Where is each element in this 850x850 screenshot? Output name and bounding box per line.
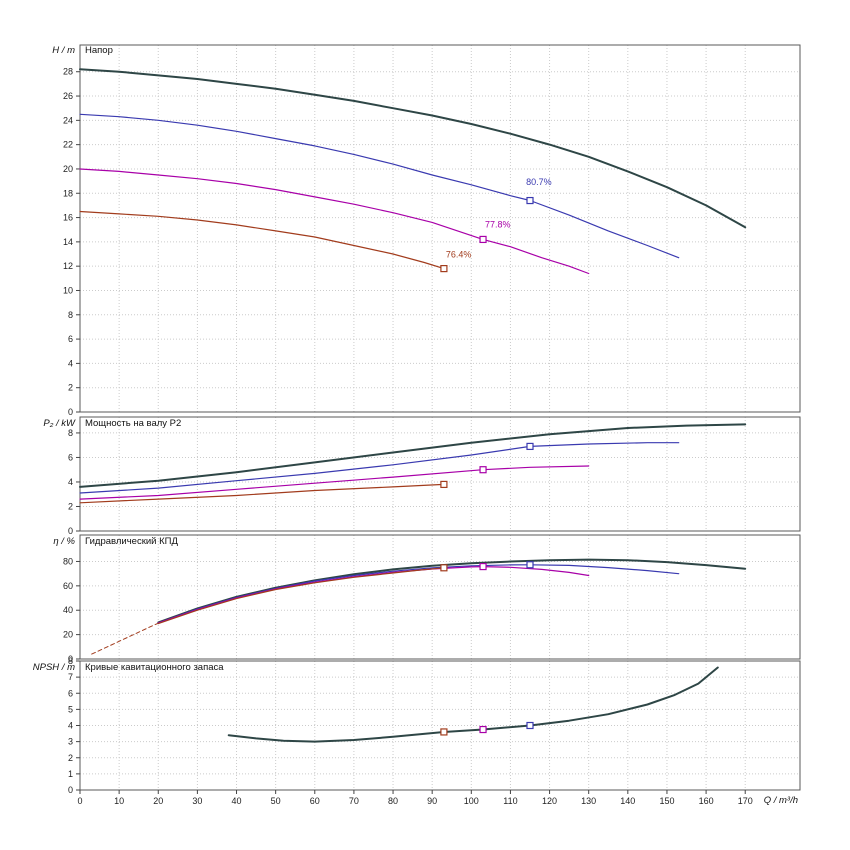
x-tick-label: 140 xyxy=(620,796,635,806)
panel-title-power: Мощность на валу P2 xyxy=(85,418,181,429)
x-tick-label: 100 xyxy=(464,796,479,806)
y-tick-label: 6 xyxy=(68,688,73,698)
y-tick-label: 0 xyxy=(68,654,73,664)
y-tick-label: 2 xyxy=(68,383,73,393)
curve-eff-speed-4 xyxy=(157,567,445,625)
curve-head-speed-2 xyxy=(79,113,680,259)
efficiency-label: 76.4% xyxy=(446,250,472,260)
duty-point-marker[interactable] xyxy=(526,196,534,205)
y-tick-label: 20 xyxy=(63,630,73,640)
y-tick-label: 8 xyxy=(68,310,73,320)
y-tick-label: 14 xyxy=(63,237,73,247)
x-tick-label: 30 xyxy=(192,796,202,806)
duty-point-marker[interactable] xyxy=(479,725,487,734)
x-tick-label: 170 xyxy=(738,796,753,806)
y-tick-label: 8 xyxy=(68,428,73,438)
x-tick-label: 0 xyxy=(77,796,82,806)
x-tick-label: 120 xyxy=(542,796,557,806)
x-tick-label: 130 xyxy=(581,796,596,806)
y-tick-label: 28 xyxy=(63,67,73,77)
curve-head-speed-1 xyxy=(79,68,747,229)
curve-npsh-curve xyxy=(227,666,719,743)
efficiency-label: 77.8% xyxy=(485,219,511,229)
y-tick-label: 5 xyxy=(68,704,73,714)
x-axis-label: Q / m³/h xyxy=(764,795,798,806)
y-tick-label: 6 xyxy=(68,452,73,462)
duty-point-marker[interactable] xyxy=(526,721,534,730)
duty-point-marker[interactable] xyxy=(440,480,448,489)
curve-power-speed-4 xyxy=(79,483,445,504)
y-tick-label: 3 xyxy=(68,737,73,747)
x-tick-label: 50 xyxy=(271,796,281,806)
y-tick-label: 20 xyxy=(63,164,73,174)
x-tick-label: 60 xyxy=(310,796,320,806)
y-tick-label: 80 xyxy=(63,556,73,566)
y-tick-label: 2 xyxy=(68,753,73,763)
y-axis-label-efficiency: η / % xyxy=(53,536,75,547)
duty-point-marker[interactable] xyxy=(479,235,487,244)
x-tick-label: 20 xyxy=(153,796,163,806)
duty-point-marker[interactable] xyxy=(479,562,487,571)
y-tick-label: 22 xyxy=(63,140,73,150)
y-tick-label: 40 xyxy=(63,605,73,615)
y-axis-label-npsh: NPSH / m xyxy=(33,662,75,673)
y-tick-label: 4 xyxy=(68,477,73,487)
y-tick-label: 0 xyxy=(68,785,73,795)
y-tick-label: 26 xyxy=(63,91,73,101)
panel-frame-efficiency xyxy=(79,534,801,660)
y-tick-label: 4 xyxy=(68,358,73,368)
panel-frame-power xyxy=(79,416,801,532)
curve-power-speed-3 xyxy=(79,465,590,500)
panel-title-npsh: Кривые кавитационного запаса xyxy=(85,662,224,673)
curve-head-speed-4 xyxy=(79,210,445,270)
y-tick-label: 60 xyxy=(63,581,73,591)
panel-title-head: Напор xyxy=(85,45,113,56)
y-tick-label: 8 xyxy=(68,656,73,666)
y-axis-label-head: H / m xyxy=(52,45,75,56)
duty-point-marker[interactable] xyxy=(526,561,534,569)
curve-head-speed-3 xyxy=(79,168,590,275)
y-tick-label: 1 xyxy=(68,769,73,779)
panel-title-efficiency: Гидравлический КПД xyxy=(85,536,178,547)
y-tick-label: 6 xyxy=(68,334,73,344)
y-tick-label: 18 xyxy=(63,188,73,198)
x-tick-label: 90 xyxy=(427,796,437,806)
duty-point-marker[interactable] xyxy=(440,265,448,273)
y-tick-label: 4 xyxy=(68,721,73,731)
y-tick-label: 2 xyxy=(68,501,73,511)
curve-power-speed-1 xyxy=(79,423,747,488)
duty-point-marker[interactable] xyxy=(526,442,534,451)
x-tick-label: 160 xyxy=(699,796,714,806)
y-tick-label: 12 xyxy=(63,261,73,271)
duty-point-marker[interactable] xyxy=(479,466,487,474)
curve-eff-rise-dashed xyxy=(91,619,167,655)
x-tick-label: 150 xyxy=(659,796,674,806)
duty-point-marker[interactable] xyxy=(440,728,448,736)
y-tick-label: 16 xyxy=(63,213,73,223)
x-tick-label: 10 xyxy=(114,796,124,806)
panel-frame-head xyxy=(79,44,801,413)
y-axis-label-power: P₂ / kW xyxy=(43,418,76,429)
x-tick-label: 110 xyxy=(503,796,517,806)
y-tick-label: 0 xyxy=(68,407,73,417)
x-tick-label: 80 xyxy=(388,796,398,806)
y-tick-label: 24 xyxy=(63,115,73,125)
y-tick-label: 10 xyxy=(63,285,73,295)
duty-point-marker[interactable] xyxy=(440,564,448,572)
efficiency-label: 80.7% xyxy=(526,177,552,187)
curve-eff-speed-1 xyxy=(157,558,747,624)
y-tick-label: 7 xyxy=(68,672,73,682)
curve-power-speed-2 xyxy=(79,442,680,494)
x-tick-label: 70 xyxy=(349,796,359,806)
y-tick-label: 0 xyxy=(68,526,73,536)
x-tick-label: 40 xyxy=(232,796,242,806)
curve-eff-speed-2 xyxy=(157,564,680,624)
